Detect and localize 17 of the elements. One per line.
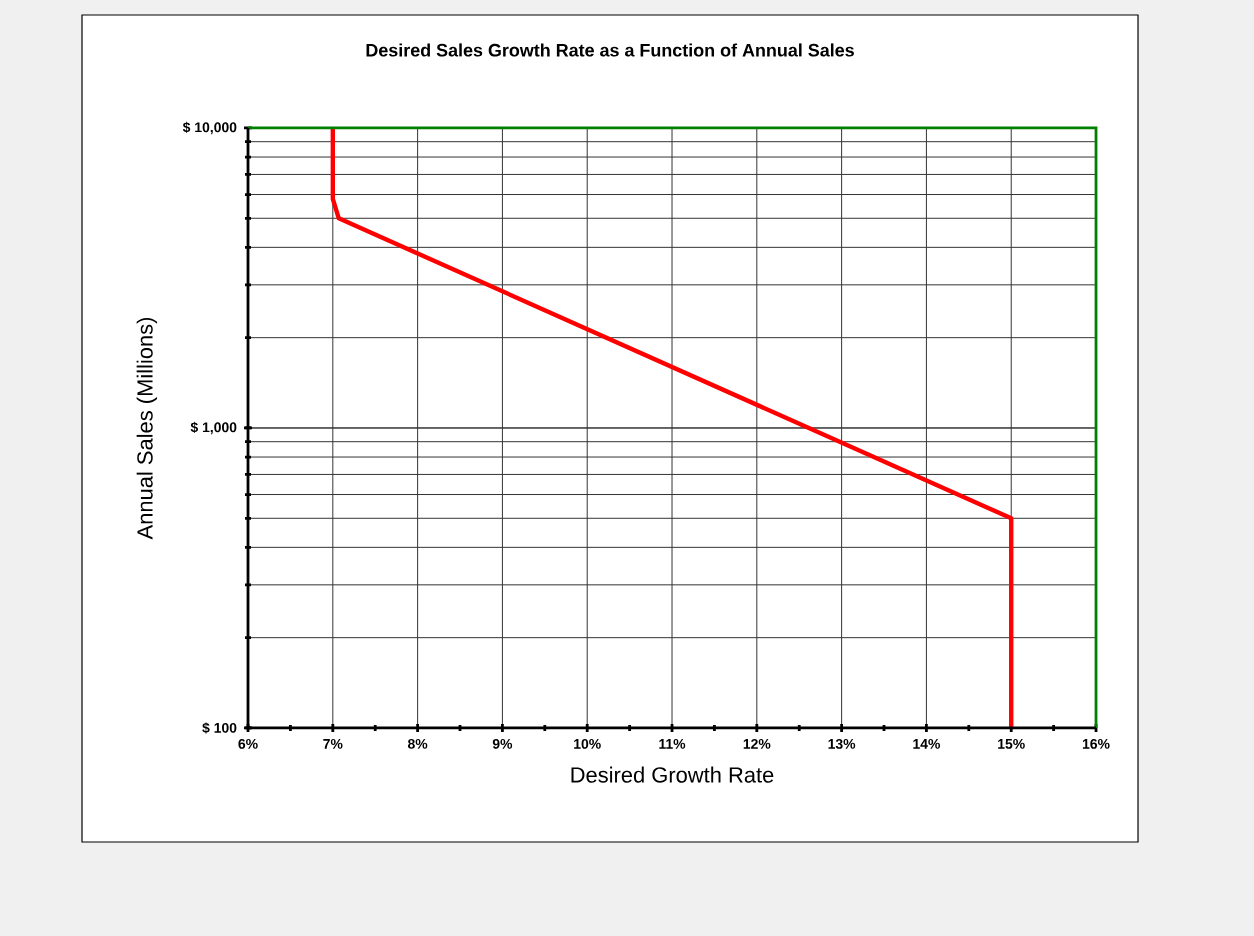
x-tick-label: 7% [323,738,343,749]
y-tick-label: $ 1,000 [190,421,237,435]
x-tick-label: 8% [407,738,428,749]
x-tick-label: 11% [659,738,686,749]
x-tick-label: 12% [743,738,771,749]
x-tick-label: 10% [574,738,601,749]
x-tick-label: 6% [238,738,258,749]
y-axis-title: Annual Sales (Millions) [136,317,158,540]
y-tick-label: $ 10,000 [182,121,237,135]
x-tick-label: 13% [828,738,856,749]
x-tick-label: 14% [913,738,940,749]
x-axis-title: Desired Growth Rate [571,766,774,783]
chart-title: Desired Sales Growth Rate as a Function of Annual Sales [366,43,854,57]
x-tick-label: 16% [1082,738,1110,749]
x-tick-label: 15% [998,738,1025,749]
y-tick-label: $ 100 [202,722,237,734]
x-tick-label: 9% [492,738,513,749]
